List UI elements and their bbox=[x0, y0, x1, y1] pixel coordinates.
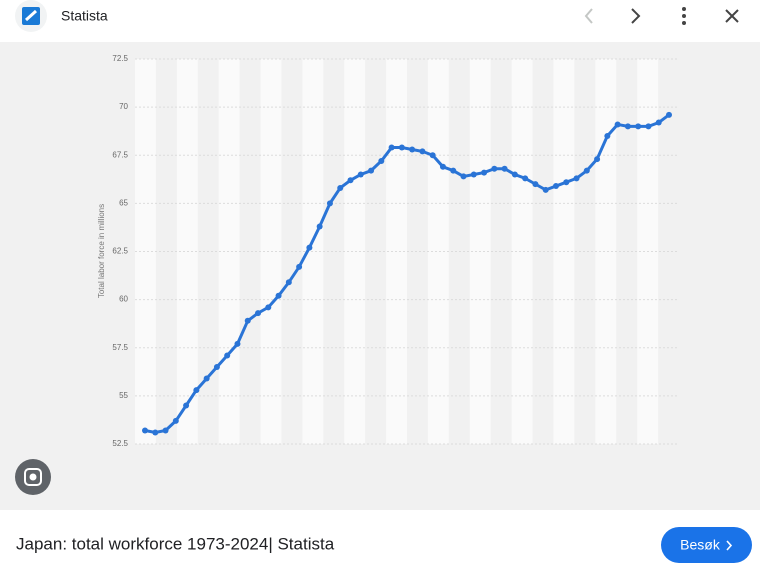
data-point bbox=[635, 123, 642, 130]
data-point bbox=[398, 144, 405, 151]
next-button[interactable] bbox=[631, 8, 641, 24]
data-point bbox=[213, 364, 220, 370]
y-tick-label: 57.5 bbox=[112, 343, 128, 352]
data-point bbox=[532, 181, 539, 188]
data-point bbox=[285, 279, 292, 286]
data-point bbox=[460, 173, 467, 180]
data-point bbox=[594, 156, 601, 163]
y-tick-label: 55 bbox=[119, 391, 128, 400]
data-point bbox=[439, 163, 446, 170]
data-point bbox=[162, 427, 169, 434]
data-point bbox=[522, 175, 529, 182]
data-point bbox=[419, 148, 426, 155]
stripe bbox=[595, 59, 617, 444]
y-axis-label: Total labor force in millions bbox=[97, 204, 106, 298]
data-point bbox=[275, 292, 282, 299]
visit-button-label: Besøk bbox=[680, 537, 721, 553]
close-button[interactable] bbox=[725, 9, 739, 23]
image-caption: Japan: total workforce 1973-2024| Statis… bbox=[16, 534, 335, 553]
site-name: Statista bbox=[61, 8, 108, 24]
y-tick-label: 62.5 bbox=[112, 247, 128, 256]
data-line bbox=[144, 113, 670, 434]
data-point bbox=[172, 417, 179, 424]
header-bar bbox=[0, 0, 760, 42]
data-point bbox=[583, 167, 590, 174]
data-point bbox=[552, 183, 559, 190]
data-point bbox=[142, 427, 148, 434]
data-point bbox=[429, 152, 436, 159]
data-point bbox=[604, 133, 611, 139]
data-point bbox=[388, 144, 395, 151]
data-point bbox=[511, 171, 518, 178]
data-point bbox=[624, 123, 631, 130]
data-point bbox=[542, 186, 549, 193]
y-tick-label: 60 bbox=[119, 295, 128, 304]
data-point bbox=[645, 123, 652, 130]
data-point bbox=[326, 200, 333, 207]
data-point bbox=[368, 167, 375, 174]
visit-button[interactable]: Besøk bbox=[661, 527, 752, 563]
data-point bbox=[573, 175, 580, 182]
data-point bbox=[501, 165, 508, 172]
data-point bbox=[357, 171, 364, 178]
data-point bbox=[614, 121, 621, 128]
data-point bbox=[450, 167, 457, 174]
y-tick-label: 65 bbox=[119, 198, 128, 207]
data-point bbox=[666, 111, 672, 118]
site-logo bbox=[15, 0, 47, 32]
data-point bbox=[470, 171, 477, 178]
y-tick-label: 70 bbox=[119, 102, 128, 111]
data-point bbox=[409, 146, 416, 153]
stripe bbox=[511, 59, 533, 444]
data-point bbox=[152, 429, 159, 436]
data-point bbox=[234, 340, 241, 347]
data-point bbox=[244, 317, 251, 324]
data-point bbox=[183, 402, 190, 409]
data-point bbox=[337, 184, 344, 191]
data-point bbox=[347, 177, 354, 184]
more-button[interactable] bbox=[682, 7, 686, 25]
data-point bbox=[316, 223, 323, 230]
prev-button[interactable] bbox=[584, 8, 593, 24]
data-point bbox=[563, 179, 570, 186]
lens-button[interactable] bbox=[15, 459, 51, 495]
data-point bbox=[203, 375, 210, 382]
data-point bbox=[265, 304, 272, 311]
data-point bbox=[655, 119, 662, 126]
y-tick-label: 52.5 bbox=[112, 439, 128, 448]
image-area bbox=[0, 42, 760, 510]
data-point bbox=[193, 387, 200, 394]
data-point bbox=[481, 169, 488, 176]
y-tick-label: 72.5 bbox=[112, 54, 128, 63]
data-point bbox=[378, 158, 385, 165]
data-point bbox=[224, 352, 231, 359]
data-point bbox=[306, 244, 313, 251]
y-tick-label: 67.5 bbox=[112, 150, 128, 159]
data-point bbox=[491, 165, 498, 172]
data-point bbox=[255, 310, 262, 317]
data-point bbox=[296, 263, 303, 270]
